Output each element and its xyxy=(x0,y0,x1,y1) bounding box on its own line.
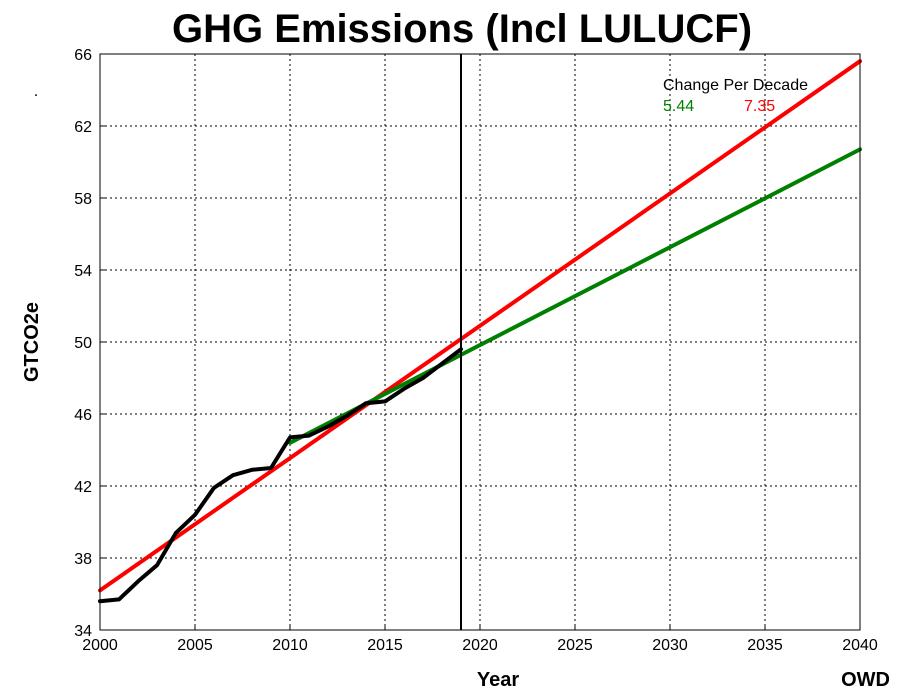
legend-entry-red: 7.35 xyxy=(744,98,775,115)
grid-lines xyxy=(100,54,860,630)
x-tick-label: 2005 xyxy=(177,637,213,654)
source-label: OWD xyxy=(841,669,890,691)
y-tick-label: 46 xyxy=(74,407,92,424)
y-tick-label: 62 xyxy=(74,119,92,136)
y-tick-label: 50 xyxy=(74,335,92,352)
x-tick-label: 2035 xyxy=(747,637,783,654)
x-axis-label: Year xyxy=(477,669,519,691)
x-tick-label: 2030 xyxy=(652,637,688,654)
x-tick-label: 2015 xyxy=(367,637,403,654)
y-tick-label: 42 xyxy=(74,479,92,496)
axis-ticks: 2000 2005 2010 2015 2020 2025 2030 2035 2040 34 38… xyxy=(74,47,878,654)
y-tick-label: 34 xyxy=(74,623,92,640)
plot-frame xyxy=(99,53,861,631)
x-tick-label: 2010 xyxy=(272,637,308,654)
corner-mark: . xyxy=(34,83,38,100)
series-lines xyxy=(98,59,862,604)
series-line-2 xyxy=(98,59,862,593)
y-tick-label: 54 xyxy=(74,263,92,280)
y-tick-label: 38 xyxy=(74,551,92,568)
chart-title: GHG Emissions (Incl LULUCF) xyxy=(172,7,752,51)
x-tick-label: 2025 xyxy=(557,637,593,654)
legend-entry-green: 5.44 xyxy=(663,98,694,115)
series-line-0 xyxy=(98,347,463,604)
series-line-1 xyxy=(288,147,862,445)
legend-title: Change Per Decade xyxy=(663,77,808,94)
y-tick-label: 66 xyxy=(74,47,92,64)
y-tick-label: 58 xyxy=(74,191,92,208)
x-tick-label: 2020 xyxy=(462,637,498,654)
y-axis-label: GTCO2e xyxy=(21,302,43,382)
x-tick-label: 2040 xyxy=(842,637,878,654)
x-tick-label: 2000 xyxy=(82,637,118,654)
